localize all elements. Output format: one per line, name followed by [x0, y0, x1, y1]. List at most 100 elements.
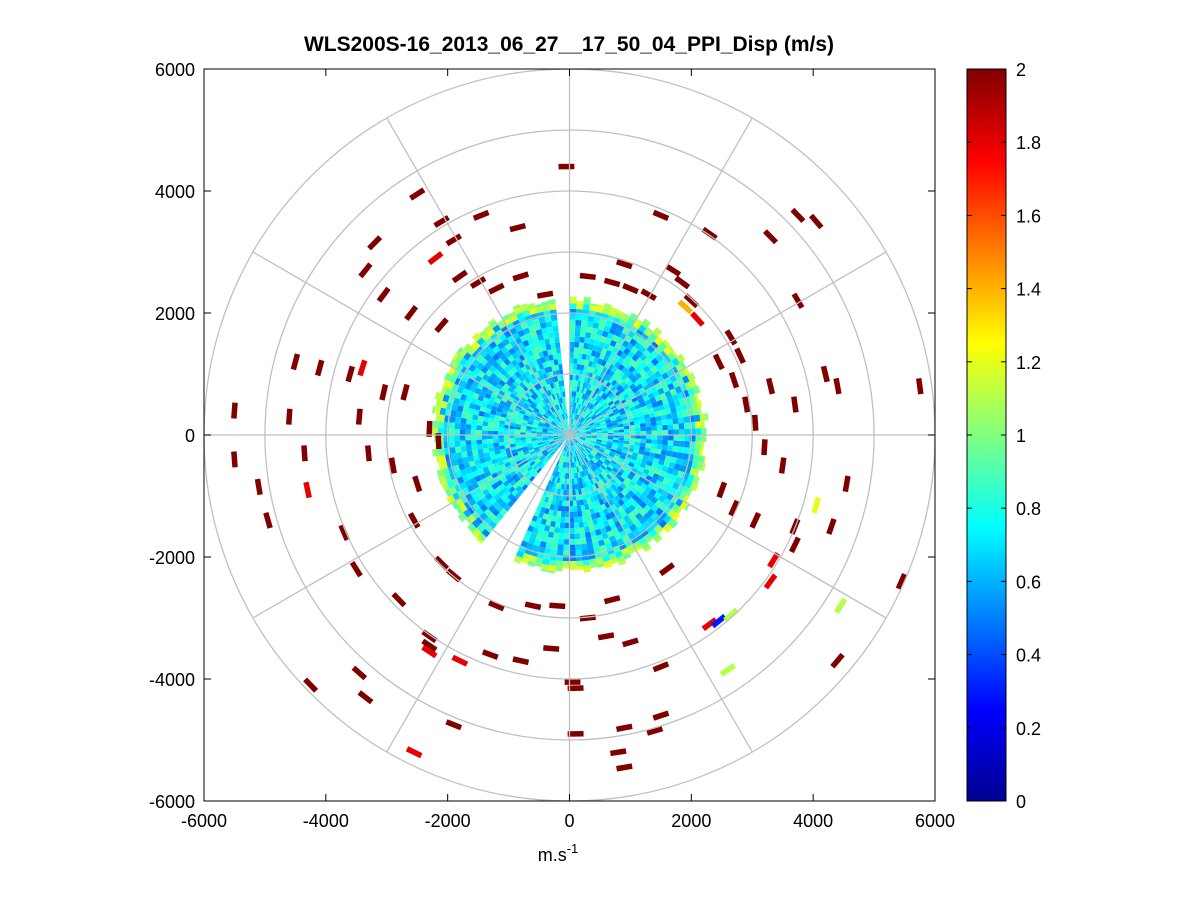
dense-cell	[554, 499, 560, 506]
dense-cell	[544, 547, 552, 555]
dense-cell	[543, 459, 549, 465]
dense-cell	[644, 318, 652, 324]
dense-cell	[599, 479, 605, 486]
dense-cell	[569, 325, 576, 331]
dense-cell	[522, 535, 531, 543]
dense-cell	[482, 397, 490, 404]
dense-cell	[433, 448, 440, 457]
dense-cell	[637, 486, 645, 494]
dense-cell	[608, 309, 617, 318]
dense-cell	[493, 423, 500, 428]
dense-cell	[553, 419, 558, 424]
dense-cell	[600, 335, 607, 343]
dense-cell	[646, 500, 655, 509]
dense-cell	[516, 550, 525, 558]
dense-cell	[559, 397, 563, 404]
dense-cell	[513, 454, 520, 460]
dense-cell	[576, 386, 580, 392]
dense-cell	[532, 400, 539, 406]
dense-cell	[559, 408, 563, 415]
dense-cell	[580, 437, 586, 440]
dense-cell	[534, 384, 540, 391]
dense-cell	[596, 534, 604, 542]
scatter-cell	[254, 478, 263, 496]
dense-cell	[530, 469, 537, 476]
dense-cell	[548, 438, 554, 441]
dense-cell	[540, 495, 546, 502]
dense-cell	[550, 520, 556, 528]
dense-cell	[595, 462, 601, 468]
dense-cell	[556, 416, 561, 422]
dense-cell	[580, 446, 585, 452]
dense-cell	[522, 405, 529, 411]
dense-cell	[593, 455, 600, 461]
dense-cell	[565, 407, 568, 414]
dense-cell	[635, 365, 643, 373]
dense-cell	[576, 414, 580, 421]
dense-cell	[585, 401, 591, 408]
dense-cell	[547, 435, 554, 438]
dense-cell	[577, 510, 583, 517]
dense-cell	[589, 304, 597, 312]
dense-cell	[585, 429, 591, 432]
dense-cell	[444, 387, 452, 396]
dense-cell	[438, 421, 445, 429]
dense-cell	[646, 430, 652, 435]
dense-cell	[465, 517, 472, 525]
dense-cell	[617, 371, 625, 378]
dense-cell	[524, 363, 532, 371]
dense-cell	[592, 344, 599, 352]
dense-cell	[644, 399, 652, 406]
dense-cell	[449, 359, 455, 367]
scatter-cell	[683, 293, 699, 309]
dense-cell	[607, 428, 614, 431]
dense-cell	[669, 388, 677, 396]
dense-cell	[599, 457, 605, 463]
dense-cell	[549, 415, 554, 421]
dense-cell	[459, 435, 466, 441]
dense-cell	[658, 367, 667, 376]
dense-cell	[607, 499, 615, 507]
dense-cell	[566, 418, 569, 425]
dense-cell	[566, 418, 568, 425]
dense-cell	[638, 387, 646, 394]
dense-cell	[495, 357, 504, 366]
dense-cell	[582, 444, 588, 449]
dense-cell	[687, 474, 695, 483]
dense-cell	[553, 433, 559, 435]
dense-cell	[536, 396, 542, 403]
scatter-cell	[263, 512, 273, 529]
dense-cell	[515, 440, 521, 444]
dense-cell	[663, 460, 671, 468]
dense-cell	[565, 440, 568, 446]
dense-cell	[601, 425, 607, 429]
dense-cell	[479, 512, 489, 521]
dense-cell	[532, 409, 539, 415]
dense-cell	[671, 357, 680, 367]
dense-cell	[569, 495, 573, 501]
dense-cell	[574, 330, 581, 337]
dense-cell	[663, 514, 672, 524]
dense-cell	[634, 403, 642, 410]
dense-cell	[561, 426, 566, 432]
dense-cell	[503, 350, 512, 359]
y-tick-label: -6000	[149, 792, 195, 812]
dense-cell	[681, 375, 690, 384]
dense-cell	[677, 484, 685, 493]
dense-cell	[557, 409, 561, 416]
dense-cell	[648, 528, 658, 538]
dense-cell	[600, 423, 607, 427]
dense-cell	[594, 482, 600, 489]
dense-cell	[479, 406, 487, 413]
dense-cell	[528, 361, 535, 369]
dense-cell	[552, 538, 559, 545]
scatter-cell	[427, 251, 444, 266]
dense-cell	[584, 407, 589, 413]
dense-cell	[508, 376, 516, 384]
dense-cell	[581, 419, 586, 424]
dense-cell	[442, 394, 450, 403]
dense-cell	[644, 485, 653, 494]
dense-cell	[489, 395, 497, 402]
dense-cell	[543, 442, 550, 447]
dense-cell	[671, 412, 678, 419]
